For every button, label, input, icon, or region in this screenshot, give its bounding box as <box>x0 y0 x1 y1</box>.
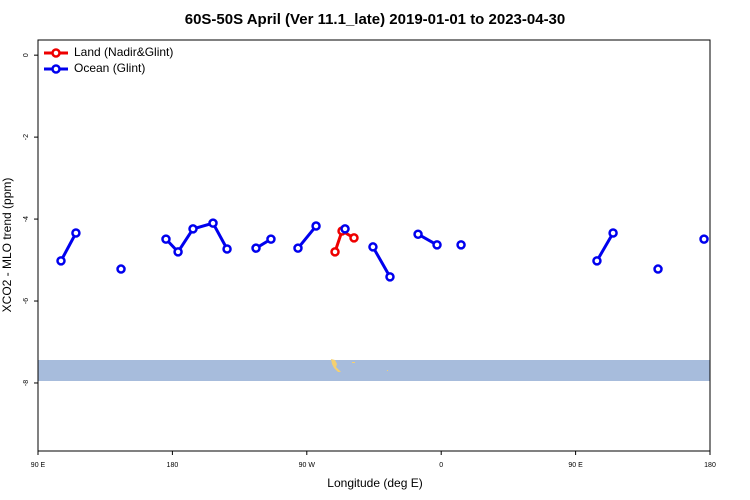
data-point <box>608 228 618 238</box>
legend-label: Land (Nadir&Glint) <box>74 45 173 59</box>
land-speck <box>352 362 355 363</box>
map-strip <box>38 359 710 381</box>
series-line <box>61 223 704 277</box>
legend-label: Ocean (Glint) <box>74 61 145 75</box>
data-point <box>340 224 350 234</box>
data-point <box>330 247 340 257</box>
legend-marker <box>51 48 61 58</box>
x-tick-label: 0 <box>439 462 443 469</box>
data-point <box>311 221 321 231</box>
data-point <box>592 256 602 266</box>
data-point <box>653 264 663 274</box>
data-point <box>116 264 126 274</box>
y-axis-label: XCO2 - MLO trend (ppm) <box>0 178 14 313</box>
data-point <box>56 256 66 266</box>
data-point <box>293 243 303 253</box>
y-tick-label: -6 <box>23 298 30 304</box>
chart-title: 60S-50S April (Ver 11.1_late) 2019-01-01… <box>185 11 566 28</box>
legend-marker <box>51 64 61 74</box>
x-tick-label: 180 <box>167 462 179 469</box>
y-tick-label: 0 <box>23 53 30 57</box>
data-point <box>413 229 423 239</box>
land-speck <box>387 370 388 371</box>
x-tick-label: 180 <box>704 462 716 469</box>
data-point <box>208 218 218 228</box>
y-tick-label: -8 <box>23 380 30 386</box>
y-tick-label: -4 <box>23 216 30 222</box>
data-point <box>385 272 395 282</box>
data-point <box>222 244 232 254</box>
data-point <box>432 240 442 250</box>
x-tick-label: 90 E <box>31 462 46 469</box>
data-point <box>161 234 171 244</box>
data-point <box>71 228 81 238</box>
data-point <box>456 240 466 250</box>
plot-frame <box>37 39 711 452</box>
data-point <box>266 234 276 244</box>
land-speck <box>331 359 341 372</box>
data-point <box>251 243 261 253</box>
ocean-band <box>38 360 710 381</box>
data-point <box>368 242 378 252</box>
data-point <box>173 247 183 257</box>
x-axis-label: Longitude (deg E) <box>327 476 422 490</box>
data-point <box>349 233 359 243</box>
x-tick-label: 90 E <box>568 462 583 469</box>
data-point <box>188 224 198 234</box>
x-tick-label: 90 W <box>299 462 316 469</box>
y-tick-label: -2 <box>23 134 30 140</box>
data-point <box>699 234 709 244</box>
